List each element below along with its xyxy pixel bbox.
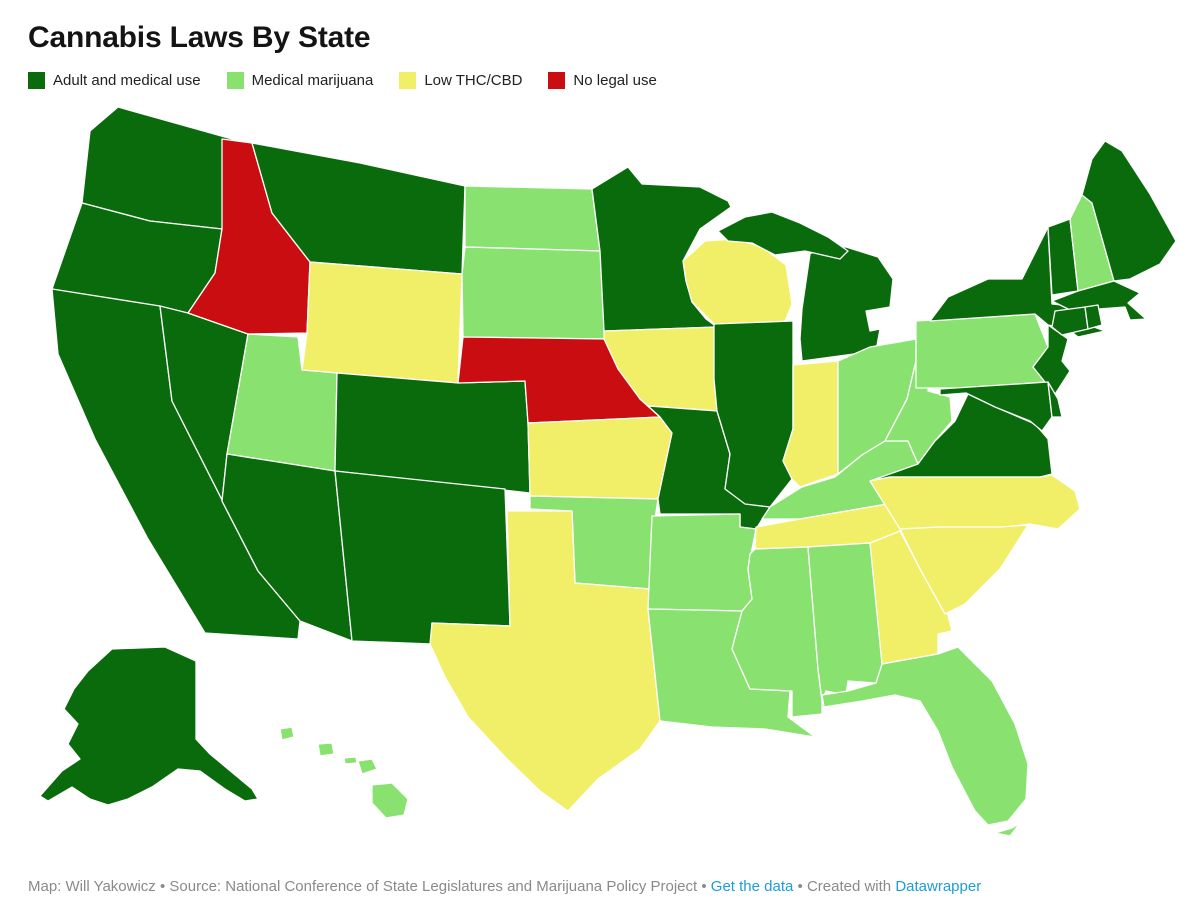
state-fl[interactable] (994, 822, 1021, 837)
legend-swatch-none (548, 72, 566, 89)
footer: Map: Will Yakowicz • Source: National Co… (28, 878, 981, 895)
state-tx[interactable] (429, 510, 661, 812)
legend-item-none: No legal use (548, 72, 657, 89)
state-ri[interactable] (1084, 304, 1103, 330)
legend-swatch-adult (28, 72, 45, 89)
legend: Adult and medical use Medical marijuana Lo… (28, 72, 1200, 89)
state-ks[interactable] (527, 416, 673, 500)
state-mi[interactable] (717, 211, 849, 260)
states-group (39, 106, 1177, 837)
state-ct[interactable] (1051, 306, 1089, 336)
us-map (39, 106, 1177, 837)
header: Cannabis Laws By State (0, 0, 1200, 56)
legend-item-adult: Adult and medical use (28, 72, 201, 89)
state-de[interactable] (1047, 381, 1063, 418)
state-hi[interactable] (357, 758, 378, 775)
footer-text: Map: Will Yakowicz • Source: National Co… (28, 878, 711, 895)
state-wi[interactable] (682, 238, 793, 325)
state-wy[interactable] (301, 261, 463, 384)
state-nm[interactable] (334, 470, 511, 645)
legend-swatch-medical (226, 72, 244, 89)
state-hi[interactable] (317, 742, 335, 757)
state-me[interactable] (1081, 140, 1177, 282)
page-title: Cannabis Laws By State (28, 21, 371, 54)
legend-label: Low THC/CBD (424, 72, 523, 89)
legend-label: Medical marijuana (251, 72, 374, 89)
legend-label: No legal use (573, 72, 657, 89)
state-fl[interactable] (821, 646, 1029, 826)
legend-label: Adult and medical use (53, 72, 201, 89)
footer-text: Created with (806, 878, 896, 895)
legend-item-low_thc: Low THC/CBD (399, 72, 522, 89)
state-ak[interactable] (39, 646, 259, 806)
state-ar[interactable] (647, 513, 757, 612)
state-sd[interactable] (461, 246, 609, 340)
datawrapper-link[interactable]: Datawrapper (895, 878, 982, 895)
state-nd[interactable] (464, 185, 601, 252)
state-hi[interactable] (279, 726, 295, 741)
footer-text: • (793, 878, 807, 895)
state-nc[interactable] (869, 474, 1081, 532)
state-pa[interactable] (915, 313, 1049, 389)
state-hi[interactable] (371, 782, 409, 819)
get-data-link[interactable]: Get the data (710, 878, 794, 895)
state-wv[interactable] (884, 360, 953, 465)
state-hi[interactable] (343, 756, 358, 765)
state-sc[interactable] (899, 524, 1029, 615)
state-il[interactable] (713, 320, 794, 508)
legend-swatch-low_thc (399, 72, 417, 89)
legend-item-medical: Medical marijuana (226, 72, 374, 89)
state-mi[interactable] (799, 244, 894, 362)
